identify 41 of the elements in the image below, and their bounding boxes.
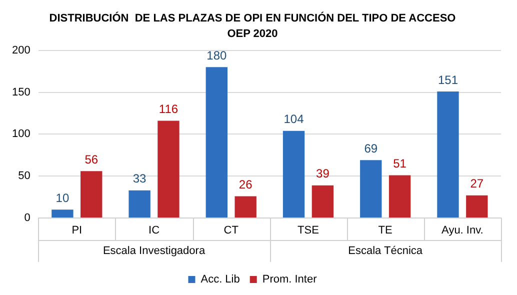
x-tick-label: Ayu. Inv. [442, 224, 484, 237]
legend-label: Acc. Lib [200, 274, 240, 286]
y-tick-label: 100 [12, 128, 30, 140]
x-tick-label: IC [148, 224, 160, 237]
bar [206, 67, 228, 218]
x-tick-label: PI [72, 224, 82, 237]
data-label: 69 [364, 141, 378, 156]
x-tick-label: CT [224, 224, 239, 237]
bar [360, 160, 382, 218]
data-label: 151 [438, 72, 458, 87]
bar [466, 195, 488, 218]
bar [234, 196, 256, 218]
data-label: 51 [393, 156, 407, 171]
data-label: 27 [470, 176, 484, 191]
bar [158, 120, 180, 218]
bar [312, 185, 334, 218]
chart-title: DISTRIBUCIÓN DE LAS PLAZAS DE OPI EN FUNCIÓN DEL TIPO DE ACCESO [49, 12, 456, 25]
x-tick-label: TE [378, 224, 392, 237]
bar [52, 210, 74, 218]
bar [388, 175, 411, 218]
y-tick-label: 200 [12, 44, 30, 56]
text: Escala Técnica [348, 245, 424, 258]
y-tick-label: 0 [24, 212, 30, 224]
data-label: 56 [84, 152, 98, 166]
data-label: 116 [158, 102, 178, 116]
data-label: 26 [238, 178, 253, 192]
chart-subtitle: OEP 2020 [227, 28, 278, 40]
data-label: 180 [206, 48, 227, 62]
bar [282, 130, 305, 218]
legend-label: Prom. Inter [262, 274, 318, 286]
bar [437, 91, 459, 218]
data-label: 33 [132, 172, 147, 186]
data-label: 10 [56, 190, 70, 205]
bar [80, 171, 102, 218]
text: Escala Investigadora [102, 245, 206, 258]
x-tick-label: TSE [298, 224, 319, 237]
data-label: 104 [284, 112, 304, 126]
y-tick-label: 50 [18, 170, 30, 182]
bar [128, 190, 150, 218]
data-label: 39 [316, 166, 330, 181]
y-tick-label: 150 [12, 86, 30, 98]
